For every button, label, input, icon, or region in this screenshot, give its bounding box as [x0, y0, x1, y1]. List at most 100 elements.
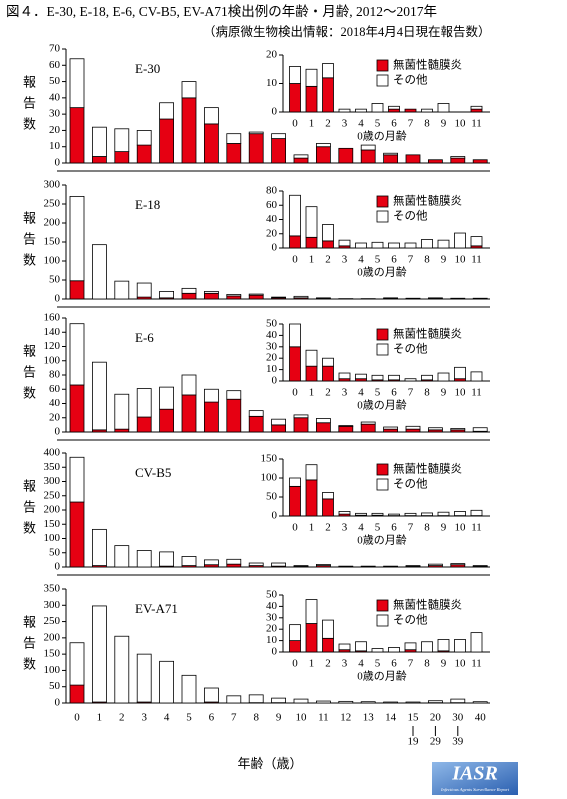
y-tick-label: 50	[49, 75, 61, 87]
bar-segment	[159, 118, 175, 164]
bar-segment	[69, 501, 85, 568]
bar-segment	[136, 653, 152, 703]
y-tick-label: 60	[49, 383, 61, 395]
legend-swatch	[376, 74, 389, 87]
bar-segment	[338, 700, 354, 704]
y-axis-label: 報告数	[21, 211, 36, 274]
bar-segment	[360, 423, 376, 433]
inset-x-tick-label: 2	[325, 254, 331, 266]
bar-segment	[226, 294, 242, 297]
y-tick-label: 100	[44, 532, 61, 544]
bar-segment	[404, 378, 417, 382]
inset-x-tick-label: 9	[441, 254, 447, 266]
panel-title: EV-A71	[135, 601, 178, 616]
bar-segment	[404, 242, 417, 249]
bar-segment	[322, 365, 334, 382]
bar-segment	[181, 97, 197, 164]
bar-segment	[69, 456, 85, 503]
inset-x-tick-label: 4	[358, 254, 364, 266]
inset-x-tick-label: 11	[471, 118, 482, 130]
y-tick-label: 50	[266, 589, 278, 601]
bar-segment	[388, 105, 400, 110]
bar-segment	[305, 236, 318, 249]
bar-segment	[437, 639, 450, 652]
bar-segment	[114, 151, 130, 164]
bar-segment	[159, 551, 175, 567]
bar-segment	[322, 619, 334, 639]
x-tick-label: 40	[475, 712, 487, 724]
bar-segment	[271, 418, 287, 426]
bar-segment	[450, 157, 466, 164]
y-tick-label: 10	[266, 634, 278, 646]
inset-x-tick-label: 7	[408, 118, 414, 130]
inset-x-tick-label: 3	[342, 118, 348, 130]
bar-segment	[421, 641, 433, 653]
bar-segment	[472, 159, 488, 164]
legend-label: その他	[393, 343, 428, 356]
y-tick-label: 100	[44, 354, 61, 366]
bar-segment	[226, 143, 242, 164]
inset-x-tick-label: 7	[408, 387, 414, 399]
inset-x-axis-label: 0歳の月齢	[357, 533, 407, 547]
inset-x-tick-label: 8	[424, 387, 430, 399]
bar-segment	[322, 240, 334, 249]
x-tick-label: 6	[209, 712, 215, 724]
bar-segment	[293, 154, 309, 159]
logo-box	[432, 762, 518, 795]
bar-segment	[383, 152, 399, 156]
bar-segment	[437, 372, 450, 382]
inset-x-tick-label: 6	[391, 387, 397, 399]
panel-title: E-30	[135, 61, 160, 76]
inset-x-tick-label: 2	[325, 118, 331, 130]
y-tick-label: 120	[44, 340, 61, 352]
x-tick-label: 15	[408, 712, 420, 724]
bar-segment	[388, 242, 400, 249]
y-tick-label: 40	[266, 600, 278, 612]
y-tick-label: 10	[266, 77, 278, 89]
bar-segment	[136, 144, 152, 164]
bar-segment	[136, 282, 152, 298]
y-tick-label: 20	[266, 352, 278, 364]
y-tick-label: 300	[44, 475, 61, 487]
x-tick-label: 7	[231, 712, 237, 724]
bar-segment	[371, 103, 384, 113]
bar-segment	[289, 485, 301, 517]
bar-segment	[248, 415, 264, 433]
bar-segment	[92, 528, 107, 566]
bar-segment	[271, 296, 287, 299]
x-tick-label: 12	[340, 712, 351, 724]
bar-segment	[355, 512, 367, 516]
bar-segment	[159, 386, 175, 410]
bar-segment	[226, 133, 242, 144]
bar-segment	[470, 108, 483, 113]
bar-segment	[470, 371, 483, 382]
y-axis-label: 報告数	[21, 479, 36, 542]
bar-segment	[248, 131, 264, 135]
bar-segment	[405, 154, 421, 164]
bar-segment	[322, 224, 334, 242]
bar-segment	[405, 565, 421, 567]
bar-segment	[404, 108, 417, 113]
bar-segment	[421, 239, 433, 249]
bar-segment	[388, 513, 400, 517]
legend-label: その他	[393, 210, 428, 223]
y-tick-label: 40	[49, 397, 61, 409]
legend-label: 無菌性髄膜炎	[393, 327, 462, 341]
inset-x-tick-label: 11	[471, 522, 482, 534]
y-tick-label: 150	[44, 648, 61, 660]
y-tick-label: 350	[44, 461, 61, 473]
y-tick-label: 160	[44, 312, 61, 324]
bar-segment	[271, 562, 287, 567]
y-tick-label: 250	[44, 198, 61, 210]
bar-segment	[289, 83, 301, 113]
inset-x-tick-label: 6	[391, 522, 397, 534]
bar-segment	[383, 428, 399, 433]
x-tick-label: 13	[363, 712, 375, 724]
legend-swatch	[376, 478, 389, 491]
legend-label: その他	[393, 614, 428, 627]
bar-segment	[338, 239, 351, 247]
y-tick-label: 0	[272, 510, 278, 522]
bar-segment	[427, 563, 443, 566]
y-tick-label: 50	[49, 680, 61, 692]
bar-segment	[289, 235, 301, 249]
